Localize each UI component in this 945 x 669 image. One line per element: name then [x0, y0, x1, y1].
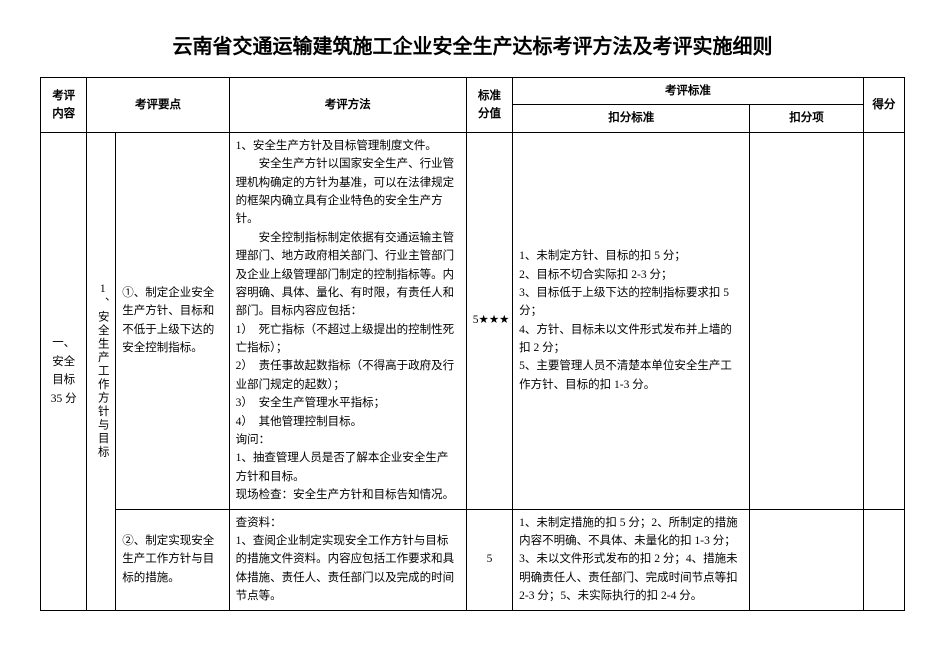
table-row: ②、制定实现安全生产工作方针与目标的措施。 查资料： 1、查阅企业制定实现安全工… — [41, 509, 905, 610]
table-row: 一、安全目标 35 分 1、安全生产工作方针与目标 ①、制定企业安全生产方针、目… — [41, 132, 905, 509]
cell-sub-label: 1、安全生产工作方针与目标 — [87, 132, 116, 610]
cell-main-content: 一、安全目标 35 分 — [41, 132, 87, 610]
th-point: 考评要点 — [87, 78, 229, 133]
cell-point-1: ①、制定企业安全生产方针、目标和不低于上级下达的安全控制指标。 — [116, 132, 229, 509]
th-standard: 考评标准 — [513, 78, 864, 105]
evaluation-table: 考评内容 考评要点 考评方法 标准分值 考评标准 得分 扣分标准 扣分项 一、安… — [40, 77, 905, 611]
cell-method-2: 查资料： 1、查阅企业制定实现安全工作方针与目标的措施文件资料。内容应包括工作要… — [229, 509, 466, 610]
th-deduct-item: 扣分项 — [750, 105, 863, 132]
th-method: 考评方法 — [229, 78, 466, 133]
th-content: 考评内容 — [41, 78, 87, 133]
cell-deduct-2: 1、未制定措施的扣 5 分；2、所制定的措施内容不明确、不具体、未量化的扣 1-… — [513, 509, 750, 610]
cell-got-1 — [863, 132, 904, 509]
cell-deduct-item-2 — [750, 509, 863, 610]
cell-point-2: ②、制定实现安全生产工作方针与目标的措施。 — [116, 509, 229, 610]
th-score: 标准分值 — [466, 78, 512, 133]
page-title: 云南省交通运输建筑施工企业安全生产达标考评方法及考评实施细则 — [40, 30, 905, 59]
cell-method-1: 1、安全生产方针及目标管理制度文件。 安全生产方针以国家安全生产、行业管理机构确… — [229, 132, 466, 509]
cell-got-2 — [863, 509, 904, 610]
cell-deduct-item-1 — [750, 132, 863, 509]
th-deduct-std: 扣分标准 — [513, 105, 750, 132]
cell-score-2: 5 — [466, 509, 512, 610]
vtext-sub-label: 1、安全生产工作方针与目标 — [93, 283, 111, 459]
cell-deduct-1: 1、未制定方针、目标的扣 5 分； 2、目标不切合实际扣 2-3 分； 3、目标… — [513, 132, 750, 509]
th-got: 得分 — [863, 78, 904, 133]
cell-score-1: 5★★★ — [466, 132, 512, 509]
